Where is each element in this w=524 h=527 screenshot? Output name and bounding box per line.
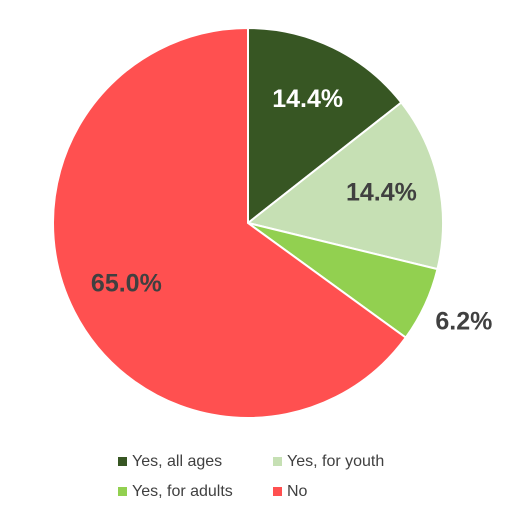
- legend-label: No: [287, 483, 308, 500]
- legend-swatch: [273, 457, 282, 466]
- legend-swatch: [118, 487, 127, 496]
- legend-label: Yes, for youth: [287, 453, 384, 470]
- legend-label: Yes, all ages: [132, 453, 222, 470]
- pie-slice: [247, 26, 403, 226]
- slice-label: 65.0%: [91, 270, 162, 298]
- pie-slice: [245, 101, 444, 271]
- legend-swatch: [273, 487, 282, 496]
- slice-label: 6.2%: [435, 308, 492, 336]
- pie-slice: [52, 26, 408, 419]
- slice-label: 14.4%: [346, 179, 417, 207]
- slice-label: 14.4%: [272, 85, 343, 113]
- legend-swatch: [118, 457, 127, 466]
- legend-label: Yes, for adults: [132, 483, 233, 500]
